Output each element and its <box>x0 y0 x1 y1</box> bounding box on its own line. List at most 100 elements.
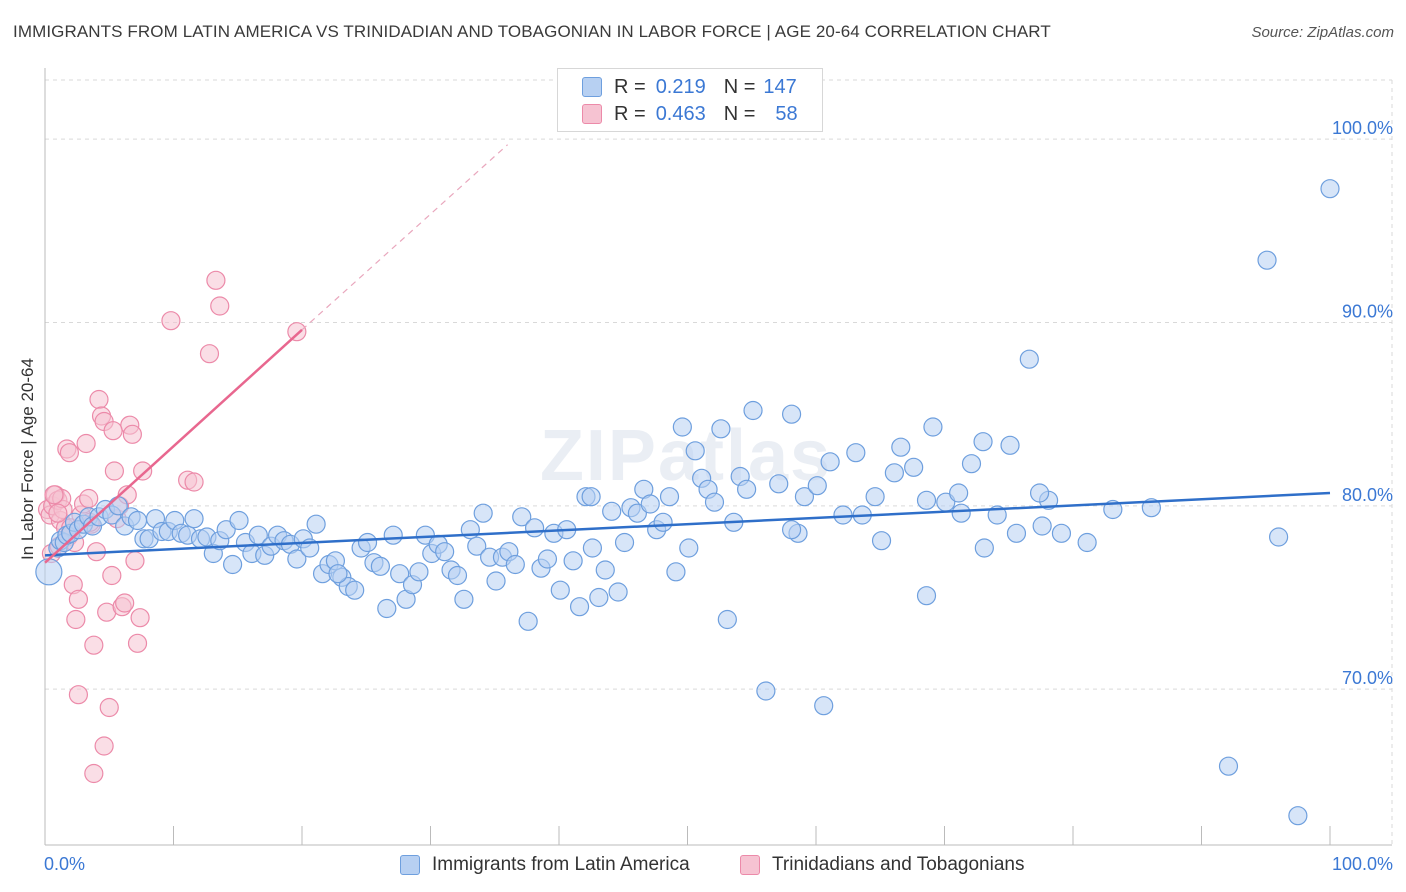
latin-america-point <box>435 542 455 562</box>
trinidadian-point <box>287 322 307 342</box>
legend-r-value: 0.463 <box>655 102 706 125</box>
latin-america-point <box>581 487 601 507</box>
trinidadian-point <box>130 608 150 628</box>
legend-r-value: 0.219 <box>655 75 706 98</box>
latin-america-point <box>679 538 699 558</box>
trinidadian-point <box>199 344 220 364</box>
latin-america-point <box>486 571 506 591</box>
latin-america-point <box>923 417 943 437</box>
latin-america-point <box>229 510 249 531</box>
latin-america-point <box>820 452 840 472</box>
latin-america-point <box>1077 532 1097 553</box>
latin-america-point <box>781 520 802 540</box>
x-tick-label: 0.0% <box>44 854 85 874</box>
latin-america-point <box>653 512 673 532</box>
latin-america-point <box>769 474 789 494</box>
latin-america-point <box>127 510 148 531</box>
latin-america-point <box>569 597 590 617</box>
latin-america-point <box>704 492 725 512</box>
trinidadian-point <box>68 685 89 705</box>
bottom-legend-latin-america: Immigrants from Latin America <box>400 852 690 878</box>
latin-america-point <box>1320 179 1340 199</box>
bottom-legend-swatch-blue <box>400 855 420 875</box>
latin-america-point <box>833 505 853 525</box>
latin-america-point <box>370 556 390 576</box>
latin-america-point <box>846 443 866 463</box>
latin-america-point <box>35 558 63 586</box>
correlation-legend: R = 0.219 N = 147 R = 0.463 N = 58 <box>557 68 823 132</box>
y-tick-label: 80.0% <box>1342 485 1393 505</box>
trinidadian-point <box>127 633 148 653</box>
latin-america-point <box>563 551 583 571</box>
legend-n-label: N = <box>723 102 756 125</box>
latin-america-point <box>756 681 776 701</box>
trinidadian-point <box>161 311 181 331</box>
latin-america-point <box>884 463 904 483</box>
bottom-legend-label: Trinidadians and Tobagonians <box>772 854 1025 875</box>
latin-america-point <box>916 586 937 606</box>
trinidadian-point <box>102 565 122 586</box>
source-label: Source: ZipAtlas.com <box>1251 24 1394 41</box>
latin-america-point <box>794 487 815 507</box>
latin-america-point <box>447 565 468 586</box>
trinidadian-point <box>115 593 135 613</box>
trinidadian-point <box>103 421 123 441</box>
latin-america-point <box>1006 523 1027 543</box>
trinidadian-point <box>210 296 230 316</box>
trinidadian-point <box>206 270 226 290</box>
bottom-legend-trinidadians: Trinidadians and Tobagonians <box>740 852 1024 878</box>
bottom-legend-swatch-pink <box>740 855 760 875</box>
latin-america-point <box>1257 250 1277 270</box>
latin-america-point <box>582 538 603 558</box>
latin-america-point <box>1000 435 1020 455</box>
latin-america-point <box>717 609 737 630</box>
trinidadian-point <box>44 485 64 505</box>
latin-america-point <box>1051 523 1072 543</box>
chart-title: IMMIGRANTS FROM LATIN AMERICA VS TRINIDA… <box>13 22 1051 41</box>
latin-america-point <box>512 507 532 527</box>
trinidadian-point <box>125 551 145 571</box>
y-axis-title: In Labor Force | Age 20-64 <box>18 358 37 560</box>
trinidadian-point <box>59 443 80 463</box>
latin-america-point <box>1268 527 1289 547</box>
latin-america-point <box>640 494 660 514</box>
latin-america-point <box>973 432 993 452</box>
latin-america-point <box>595 560 615 580</box>
legend-n-label: N = <box>723 75 756 98</box>
latin-america-point <box>614 532 635 553</box>
latin-america-point <box>1032 516 1052 536</box>
latin-america-point <box>383 525 403 545</box>
latin-america-point <box>537 549 558 569</box>
trinidadian-point <box>84 635 104 655</box>
axes <box>44 68 1392 846</box>
trinidadian-point <box>122 424 142 444</box>
latin-america-point <box>891 437 911 457</box>
tick-labels: 70.0% 80.0% 90.0% 100.0% 0.0% 100.0% <box>44 118 1393 874</box>
latin-america-point <box>871 531 892 551</box>
legend-row-blue: R = 0.219 N = 147 <box>582 76 797 98</box>
legend-row-pink: R = 0.463 N = 58 <box>582 103 798 125</box>
latin-america-point <box>904 457 924 477</box>
latin-america-point <box>1019 349 1039 369</box>
latin-america-point <box>550 580 570 600</box>
latin-america-point <box>223 554 243 575</box>
latin-america-point <box>377 598 397 619</box>
trinidadian-point <box>48 503 68 523</box>
latin-america-point <box>357 532 378 553</box>
latin-america-point <box>454 589 474 609</box>
latin-america-point <box>1141 498 1161 518</box>
trinidadian-point <box>89 389 109 410</box>
legend-swatch-blue <box>582 77 602 97</box>
latin-america-point <box>807 476 827 496</box>
trinidadian-point <box>79 488 99 509</box>
legend-n-value: 58 <box>775 102 798 125</box>
trinidadian-point <box>76 433 96 454</box>
trend-lines <box>44 144 1331 564</box>
latin-america-point <box>589 587 609 608</box>
trinidadian-point <box>99 697 119 718</box>
latin-america-point <box>737 479 757 499</box>
latin-america-trend-line <box>44 491 1331 557</box>
y-tick-label: 90.0% <box>1342 302 1393 322</box>
trinidadian-point <box>84 763 104 784</box>
latin-america-point <box>1288 806 1308 826</box>
